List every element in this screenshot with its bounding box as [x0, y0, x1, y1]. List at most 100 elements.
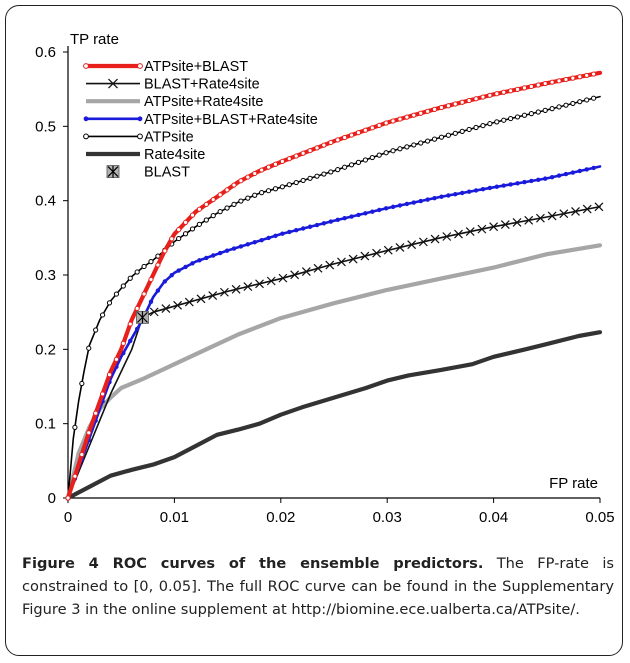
data-point	[445, 132, 451, 138]
data-point	[445, 103, 451, 109]
data-point	[390, 148, 396, 154]
legend-label: Rate4site	[144, 147, 205, 163]
data-point	[543, 176, 548, 181]
data-point	[348, 162, 355, 168]
data-point	[524, 215, 534, 225]
data-point	[431, 106, 438, 112]
series-line	[65, 330, 603, 501]
data-point	[245, 174, 251, 180]
series-line	[67, 205, 601, 499]
data-point	[376, 122, 382, 129]
data-point	[397, 116, 403, 122]
data-point	[173, 300, 183, 310]
data-point	[360, 251, 370, 261]
series-group	[65, 70, 604, 501]
data-point	[176, 268, 181, 273]
data-point	[521, 112, 528, 118]
series-atpsite-blast-rate4site	[65, 165, 602, 501]
data-point	[369, 154, 375, 161]
data-point	[591, 95, 597, 101]
roc-chart: 0 0.1 0.2 0.3 0.4 0.5 0.6 0 0.01 0.02 0.03 0.04 0.05…	[35, 31, 614, 526]
data-point	[127, 275, 133, 281]
data-point	[113, 291, 120, 297]
data-point	[411, 200, 416, 205]
data-point	[189, 226, 196, 232]
data-point	[404, 201, 410, 207]
data-point	[231, 284, 241, 294]
data-point	[266, 235, 271, 241]
data-point	[480, 122, 486, 129]
data-point	[487, 121, 493, 127]
data-point	[217, 192, 223, 198]
data-point	[293, 179, 299, 186]
data-point	[571, 206, 580, 216]
data-point	[93, 327, 99, 333]
data-point	[348, 254, 358, 264]
data-point	[383, 206, 389, 211]
data-point	[383, 150, 389, 156]
data-point	[301, 267, 311, 277]
data-point	[196, 206, 203, 212]
data-point	[362, 127, 368, 133]
data-point	[570, 100, 576, 107]
legend-entry: BLAST	[106, 165, 190, 181]
data-point	[279, 184, 285, 190]
data-point	[487, 92, 493, 98]
data-point	[204, 255, 209, 261]
data-point	[535, 109, 541, 115]
data-point	[134, 326, 140, 332]
data-point	[549, 79, 555, 85]
data-point	[363, 211, 368, 216]
y-tick-label: 0.5	[35, 118, 56, 135]
data-point	[407, 240, 417, 250]
data-point	[176, 227, 182, 233]
data-point	[556, 104, 562, 110]
data-point	[452, 101, 458, 107]
data-point	[314, 145, 320, 151]
data-point	[454, 229, 463, 239]
data-point	[500, 220, 510, 229]
data-point	[217, 209, 223, 215]
data-point	[411, 112, 417, 118]
data-point	[300, 177, 306, 184]
data-point	[594, 202, 604, 212]
data-point	[501, 89, 507, 95]
data-point	[307, 175, 313, 181]
legend-label: ATPsite+BLAST	[144, 59, 248, 75]
caption-text: The FP-rate is constrained to [0, 0.05].…	[22, 555, 614, 618]
data-point	[584, 167, 589, 172]
data-point	[473, 96, 479, 102]
data-point	[162, 248, 168, 254]
data-point	[321, 142, 327, 148]
data-point	[370, 209, 375, 214]
data-point	[134, 269, 140, 275]
data-point	[362, 157, 368, 163]
data-point	[149, 307, 159, 317]
data-point	[514, 86, 521, 92]
data-point	[466, 97, 472, 104]
data-point	[286, 156, 292, 162]
data-point	[528, 111, 534, 117]
data-point	[79, 380, 85, 387]
data-point	[549, 106, 555, 112]
data-point	[155, 262, 161, 268]
data-point	[549, 174, 555, 180]
data-point	[425, 197, 430, 202]
legend-marker	[83, 63, 89, 69]
x-axis-title: FP rate	[549, 475, 598, 492]
legend-entry: Rate4site	[86, 147, 205, 163]
data-point	[287, 229, 292, 235]
data-point	[183, 264, 188, 270]
data-point	[141, 291, 147, 297]
data-point	[134, 305, 140, 312]
data-point	[404, 144, 410, 150]
data-point	[508, 182, 513, 187]
data-point	[278, 273, 288, 283]
data-point	[196, 294, 206, 304]
data-point	[418, 237, 428, 247]
data-point	[86, 430, 92, 436]
data-point	[321, 171, 327, 177]
data-point	[224, 205, 230, 211]
data-point	[335, 217, 340, 223]
data-point	[86, 345, 92, 351]
